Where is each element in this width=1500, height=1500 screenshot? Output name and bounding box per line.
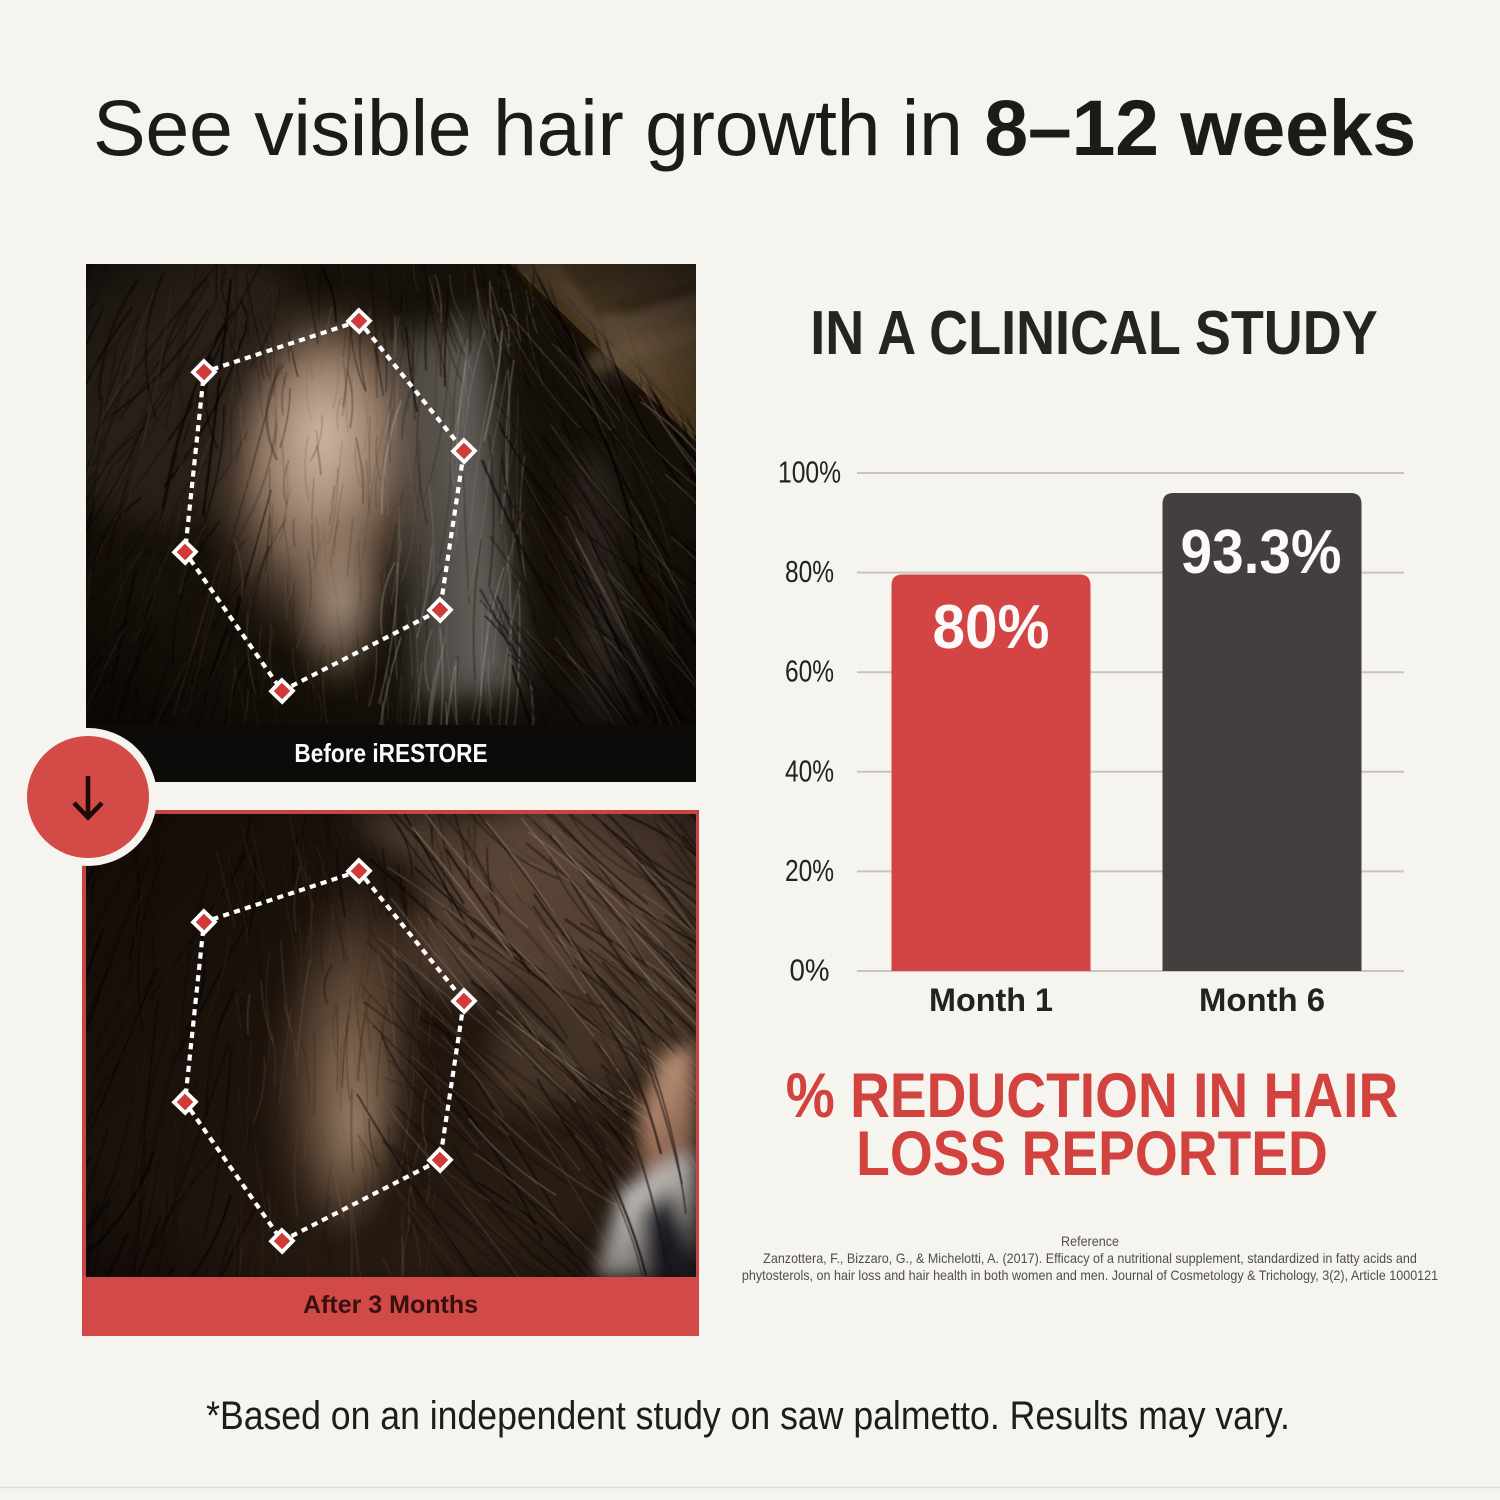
svg-text:20%: 20%	[785, 853, 834, 888]
svg-text:80%: 80%	[785, 554, 834, 589]
svg-text:80%: 80%	[933, 593, 1050, 662]
svg-text:Month 1: Month 1	[929, 982, 1053, 1018]
svg-text:100%: 100%	[778, 455, 841, 490]
svg-text:60%: 60%	[785, 654, 834, 689]
svg-text:Month 6: Month 6	[1199, 982, 1325, 1018]
svg-text:40%: 40%	[785, 753, 834, 788]
svg-text:0%: 0%	[790, 953, 830, 988]
svg-text:93.3%: 93.3%	[1181, 518, 1342, 587]
